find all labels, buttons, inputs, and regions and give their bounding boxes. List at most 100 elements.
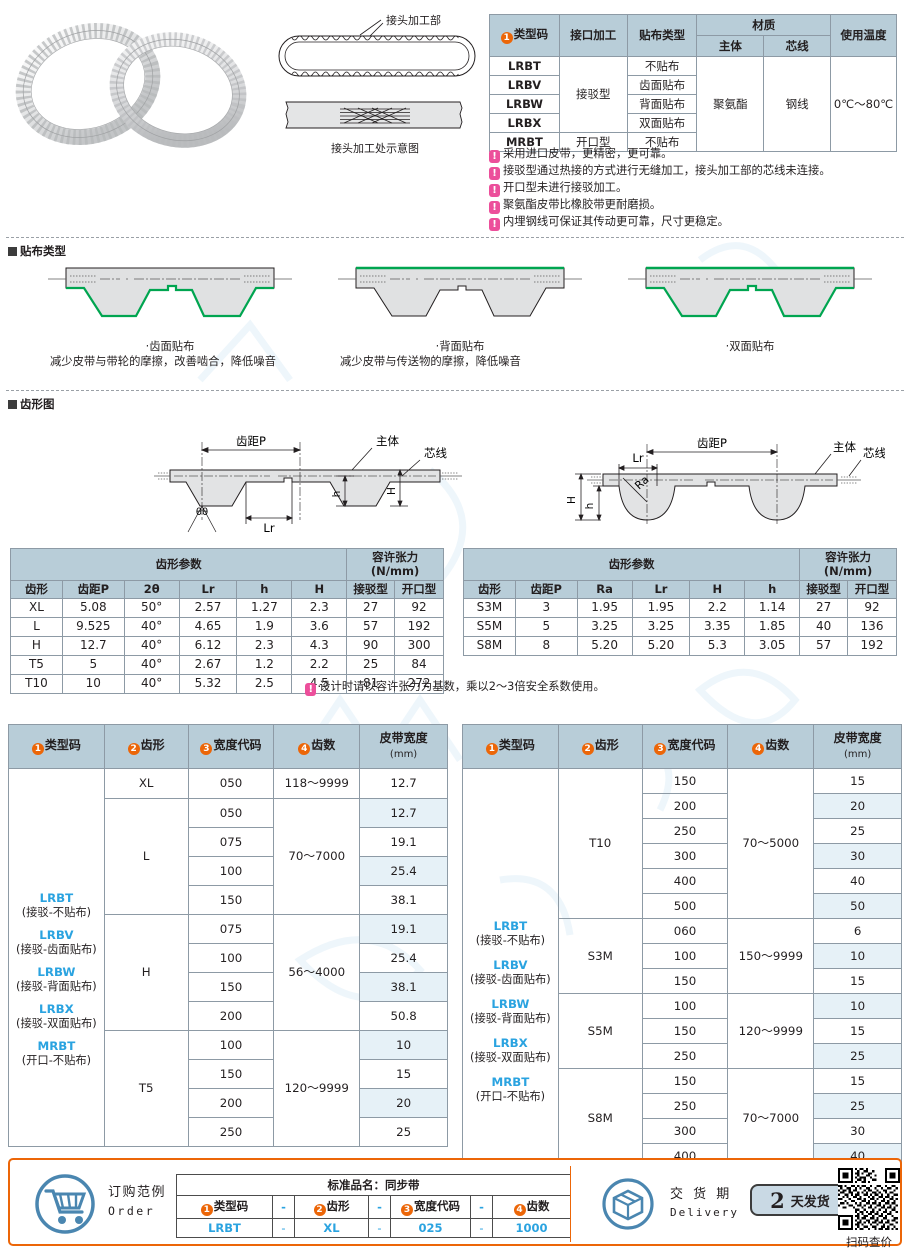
belt-cross-section-tooth-fabric	[48, 267, 292, 318]
ex-dash: -	[368, 1218, 391, 1238]
tension-note: ! 设计时请以容许张力为基数，乘以2～3倍安全系数使用。	[0, 678, 910, 696]
width-code: 200	[641, 793, 729, 819]
width-code: 400	[641, 868, 729, 894]
param-col-2: 2θ	[123, 579, 180, 599]
spec-body: 聚氨酯	[696, 56, 765, 152]
width-code: 150	[187, 1059, 275, 1089]
param-col-5: H	[291, 579, 348, 599]
table-row: XL 5.08 50° 2.57 1.27 2.3 27 92	[10, 597, 444, 618]
table-row: 250 25	[463, 1043, 902, 1069]
cell: 92	[847, 597, 897, 618]
spec-code: MRBT	[489, 132, 560, 152]
belt-width: 12.7	[359, 798, 448, 828]
specification-table: 1 类型码 接口加工 贴布类型 材质 使用温度 主体 芯线 LRBT 接驳型 不贴…	[489, 14, 897, 152]
cell: 9.525	[61, 616, 125, 637]
badge-2: 2	[127, 743, 140, 755]
spec-th-material: 材质	[696, 14, 832, 36]
width-code: 250	[641, 1043, 729, 1069]
table-row: S8M 150 70～7000 15	[463, 1068, 902, 1169]
cell: 3.6	[291, 616, 348, 637]
belt-width: 38.1	[359, 972, 448, 1002]
tooth-profile-diagram-round: 齿距P Lr Ra 主体 芯线	[566, 436, 885, 524]
qr-code-icon[interactable]	[838, 1168, 900, 1230]
belt-width: 20	[813, 793, 902, 819]
belt-width: 30	[813, 1118, 902, 1144]
info-icon: !	[489, 201, 500, 214]
info-icon: !	[305, 683, 317, 696]
order-example-value-row: LRBT - XL - 025 - 1000	[176, 1218, 571, 1238]
cell: 4.65	[178, 616, 238, 637]
cell: 40°	[123, 673, 180, 694]
ex-dash: -	[470, 1195, 493, 1219]
tooth-count: 70～7000	[727, 1068, 815, 1169]
h-cap-label: H	[566, 496, 578, 504]
order-th-type-code: 1 类型码	[462, 724, 559, 769]
fabric-item-desc: 减少皮带与传送物的摩擦，降低噪音	[340, 355, 521, 368]
cell: 2.67	[178, 654, 238, 675]
table-row: 300 30	[463, 1118, 902, 1144]
order-example-table: 标准品名：同步带 1 类型码 - 2 齿形 - 3 宽度代码	[176, 1174, 571, 1238]
table-row: 150 38.1	[9, 885, 448, 915]
param-group-header: 齿形参数	[462, 548, 801, 581]
belt-width: 30	[813, 843, 902, 869]
cell: 25	[346, 654, 396, 675]
width-code: 150	[641, 968, 729, 994]
spec-fabric: 双面贴布	[626, 113, 698, 133]
info-icon: !	[489, 184, 500, 197]
belt-width: 10	[359, 1030, 448, 1060]
table-row: S5M 100 120～9999 10	[463, 993, 902, 1069]
delivery-label: 交 货 期 Delivery	[670, 1187, 739, 1219]
belt-width: 10	[813, 993, 902, 1019]
cell: 272	[394, 673, 444, 694]
width-code: 150	[187, 972, 275, 1002]
cell: 6.12	[178, 635, 238, 656]
fabric-type-section: ·齿面贴布 减少皮带与带轮的摩擦，改善啮合，降低噪音 ·背面贴布 减少皮带与传送…	[0, 240, 910, 388]
cell: 5.32	[178, 673, 238, 694]
width-code: 100	[641, 943, 729, 969]
cell: S5M	[463, 616, 516, 637]
qr-code-block: 扫码查价	[838, 1168, 900, 1250]
type-code: MRBT	[491, 1074, 530, 1089]
param-header-row: 齿形参数 容许张力 (N/mm)	[9, 548, 444, 581]
spec-code: LRBV	[489, 75, 560, 95]
spec-th-body: 主体	[696, 35, 765, 57]
tooth-parameter-table-left: 齿形参数 容许张力 (N/mm) 齿形 齿距P 2θ Lr h H 接驳型 开口…	[9, 548, 444, 694]
belt-width: 25	[813, 1043, 902, 1069]
param-header-row: 齿形参数 容许张力 (N/mm)	[462, 548, 897, 581]
fabric-item-desc: 减少皮带与带轮的摩擦，改善啮合，降低噪音	[50, 355, 276, 368]
param-col-2: Ra	[576, 579, 633, 599]
belt-width: 15	[359, 1059, 448, 1089]
spec-fabric: 齿面贴布	[626, 75, 698, 95]
badge-3: 3	[200, 743, 213, 755]
cell: 1.9	[236, 616, 293, 637]
square-bullet-icon	[8, 399, 17, 409]
cell: XL	[10, 597, 63, 618]
param-col-7: 开口型	[847, 579, 897, 599]
belt-width: 25	[359, 1117, 448, 1147]
tooth-count: 120～9999	[273, 1030, 361, 1147]
divider	[6, 390, 904, 391]
table-row: S8M 8 5.20 5.20 5.3 3.05 57 192	[463, 635, 897, 656]
cell: 1.85	[744, 616, 801, 637]
square-bullet-icon	[8, 246, 17, 256]
table-row: 250 25	[9, 1117, 448, 1147]
cell: 81	[346, 673, 396, 694]
order-th-tooth: 2 齿形	[557, 724, 643, 769]
table-row: 300 30	[463, 843, 902, 869]
ex-dash: -	[272, 1218, 295, 1238]
cell: 40°	[123, 616, 180, 637]
width-code: 500	[641, 893, 729, 919]
belt-loop-diagram	[278, 19, 476, 77]
type-code-desc: (接驳-双面贴布)	[16, 1016, 97, 1030]
spec-th-temp: 使用温度	[830, 14, 897, 57]
type-code: LRBV	[39, 928, 74, 943]
width-code: 150	[641, 1068, 729, 1094]
cord-label: 芯线	[424, 446, 447, 460]
cell: 84	[394, 654, 444, 675]
belt-width: 15	[813, 1068, 902, 1094]
spec-fabric: 不贴布	[626, 56, 698, 76]
note-item: ! 内埋钢线可保证其传动更可靠，尺寸更稳定。	[489, 214, 901, 231]
info-icon: !	[489, 167, 500, 180]
cell: T5	[10, 654, 63, 675]
width-code: 100	[187, 943, 275, 973]
